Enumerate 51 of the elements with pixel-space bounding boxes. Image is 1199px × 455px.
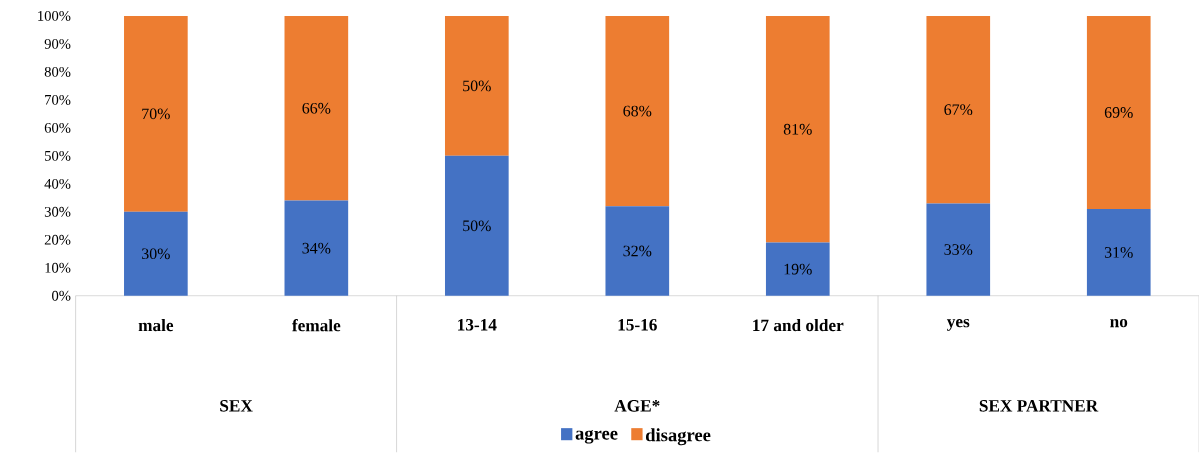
text: SEX PARTNER (979, 400, 1099, 412)
y-tick-label: 60% (44, 122, 71, 133)
bar (605, 206, 670, 296)
x-tick-label: no (1110, 319, 1128, 328)
y-tick-label: 100% (38, 11, 71, 21)
bar (926, 15, 991, 204)
data-label: 50% (463, 80, 491, 92)
text: AGE* (614, 400, 660, 412)
data-label: 69% (1104, 107, 1133, 118)
y-tick-label: 50% (45, 150, 71, 161)
data-label: 68% (623, 105, 652, 117)
bar (124, 211, 188, 296)
y-tick-label: 40% (44, 178, 71, 189)
data-label: 19% (784, 263, 812, 275)
data-label: 33% (944, 244, 973, 256)
x-tick-label: female (292, 319, 341, 332)
bar (765, 15, 830, 243)
y-tick-label: 30% (44, 206, 71, 217)
bar (765, 242, 830, 296)
data-label: 32% (623, 245, 652, 257)
x-tick-label: yes (946, 319, 970, 331)
data-label: 50% (463, 220, 491, 232)
bar (444, 155, 509, 296)
text: SEX (220, 400, 253, 412)
x-tick-label: 17 and older (753, 319, 844, 332)
data-label: 81% (783, 123, 812, 135)
bar (605, 15, 670, 207)
x-tick-label: male (138, 319, 174, 332)
legend-label: disagree (645, 428, 711, 446)
bar (926, 203, 991, 296)
x-tick-label: 15-16 (618, 319, 657, 331)
data-label: 70% (142, 108, 170, 120)
data-label: 67% (944, 104, 973, 116)
bar (284, 200, 349, 296)
data-label: 66% (302, 102, 331, 114)
bar (124, 15, 188, 212)
y-tick-label: 90% (44, 38, 71, 49)
y-tick-label: 10% (45, 262, 71, 273)
data-label: 30% (142, 248, 170, 260)
bar (1086, 209, 1151, 296)
legend-label: agree (575, 429, 618, 444)
y-tick-label: 0% (52, 290, 71, 301)
data-label: 34% (302, 242, 331, 254)
y-tick-label: 70% (45, 94, 71, 105)
bar (284, 15, 349, 201)
bar (1086, 15, 1151, 210)
y-tick-label: 80% (44, 66, 71, 77)
data-label: 31% (1104, 247, 1133, 258)
y-tick-label: 20% (44, 234, 71, 245)
x-tick-label: 13-14 (458, 319, 497, 331)
bar (444, 15, 509, 156)
